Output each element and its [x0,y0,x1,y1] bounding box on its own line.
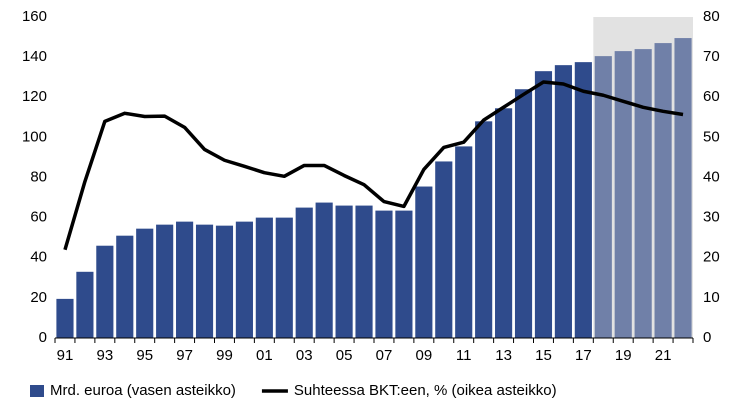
bar [56,298,74,338]
x-tick-label: 15 [535,347,552,364]
bar [116,235,134,338]
y-tick-label: 140 [22,48,47,65]
bar [594,56,612,338]
y2-tick-label: 30 [703,209,720,226]
bar [375,210,393,338]
bar [514,89,533,338]
bar [475,121,493,338]
x-tick-label: 19 [615,347,632,364]
x-tick-label: 97 [176,347,193,364]
bar [674,38,692,339]
y-tick-label: 60 [30,209,47,226]
x-tick-label: 03 [296,347,313,364]
bar [574,62,592,338]
bar [295,207,313,338]
x-tick-label: 21 [655,347,672,364]
x-tick-label: 07 [376,347,393,364]
x-tick-label: 17 [575,347,592,364]
bar [614,51,632,338]
y-tick-label: 80 [30,168,47,185]
bar [435,161,453,338]
bar [275,217,293,338]
bar [156,224,174,338]
x-tick-label: 01 [256,347,273,364]
bar [136,228,154,338]
y-tick-label: 120 [22,88,47,105]
bar [495,108,513,338]
legend-label: Mrd. euroa (vasen asteikko) [50,382,236,399]
y-tick-label: 160 [22,8,47,25]
x-tick-label: 93 [97,347,114,364]
y-tick-label: 40 [30,249,47,266]
y2-tick-label: 20 [703,249,720,266]
y2-tick-label: 0 [703,329,711,346]
bar [255,217,273,338]
x-tick-label: 99 [216,347,233,364]
y2-tick-label: 10 [703,289,720,306]
y2-tick-label: 70 [703,48,720,65]
x-tick-label: 91 [57,347,74,364]
bar [534,71,553,338]
bar [235,221,253,338]
y2-tick-label: 80 [703,8,720,25]
bar [554,65,572,339]
legend-label: Suhteessa BKT:een, % (oikea asteikko) [294,382,557,399]
bar [335,205,353,338]
y-tick-label: 0 [39,329,47,346]
y-tick-label: 20 [30,289,47,306]
bar [215,225,234,338]
bar [415,186,433,338]
y2-tick-label: 60 [703,88,720,105]
bar [195,224,214,338]
x-tick-label: 05 [336,347,353,364]
x-tick-label: 13 [495,347,512,364]
bar [76,271,94,338]
y-tick-label: 100 [22,128,47,145]
bar [634,49,652,338]
bar [355,205,373,338]
y2-tick-label: 40 [703,168,720,185]
x-tick-label: 11 [456,347,472,364]
line-series [63,80,684,251]
bar [96,245,114,338]
bar [315,202,333,338]
bar [395,210,413,338]
x-tick-label: 95 [136,347,153,364]
legend-swatch [30,385,44,397]
bar [176,221,194,338]
y2-tick-label: 50 [703,128,720,145]
bar [654,43,672,339]
bar [455,146,473,338]
x-tick-label: 09 [416,347,433,364]
